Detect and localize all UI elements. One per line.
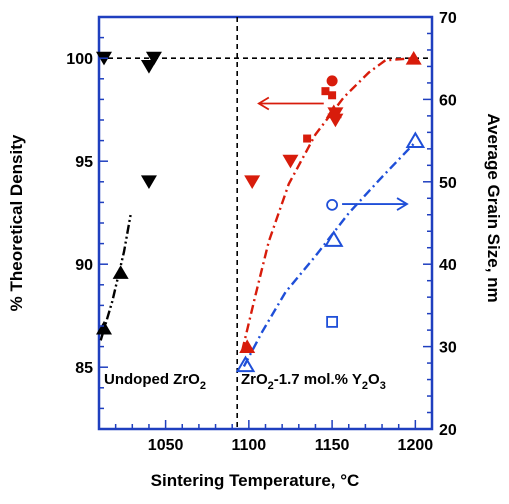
data-point-7-0 (326, 198, 339, 211)
y-left-tick-label: 95 (75, 154, 93, 171)
y-axis-left-label: % Theoretical Density (7, 134, 26, 311)
y-right-tick-label: 40 (439, 257, 457, 274)
arrow-head-1 (396, 197, 409, 211)
data-point-3-2 (405, 51, 422, 65)
data-point-1-1 (112, 265, 129, 279)
data-point-0-2 (145, 51, 162, 66)
data-point-1-0 (95, 320, 112, 335)
y-right-tick-label: 70 (439, 10, 457, 27)
x-tick-label: 1100 (231, 437, 266, 454)
data-point-6-2 (405, 131, 426, 148)
y-axis-right-label: Average Grain Size, nm (484, 113, 503, 302)
data-point-2-0 (244, 175, 261, 189)
x-tick-label: 1200 (398, 437, 434, 454)
y-right-tick-label: 50 (439, 175, 457, 192)
data-point-3-1 (325, 104, 342, 119)
y-left-tick-label: 85 (75, 360, 93, 377)
fit-line-2 (242, 141, 417, 367)
data-point-2-1 (282, 154, 299, 169)
x-axis-label: Sintering Temperature, °C (151, 471, 360, 490)
y-left-tick-label: 90 (75, 257, 93, 274)
data-point-6-1 (324, 230, 344, 247)
arrow-head-0 (257, 96, 270, 111)
data-point-0-3 (140, 175, 157, 189)
x-tick-label: 1050 (148, 437, 184, 454)
data-point-4-2 (328, 91, 337, 100)
plot-frame (97, 15, 434, 431)
y-right-tick-label: 20 (439, 422, 457, 439)
data-point-4-1 (321, 87, 330, 96)
data-point-4-0 (303, 134, 312, 143)
annotation-undoped: Undoped ZrO2 (104, 371, 206, 392)
fit-line-1 (241, 57, 416, 351)
x-tick-label: 1150 (315, 437, 350, 454)
y-right-tick-label: 60 (439, 92, 457, 109)
y-right-tick-label: 30 (439, 340, 457, 357)
y-left-tick-label: 100 (66, 51, 93, 68)
annotation-doped: ZrO2-1.7 mol.% Y2O3 (241, 371, 386, 392)
data-point-3-0 (239, 339, 256, 353)
data-point-8-0 (326, 315, 339, 328)
data-point-5-0 (326, 75, 338, 87)
data-point-6-0 (235, 355, 256, 373)
